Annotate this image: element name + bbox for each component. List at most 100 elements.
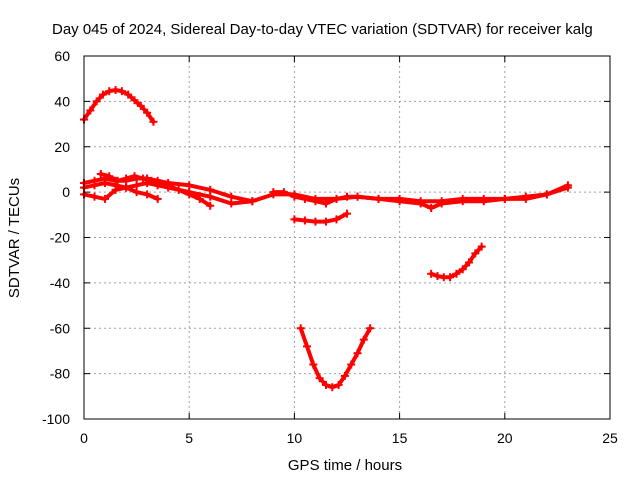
data-point-arc-high — [117, 87, 126, 96]
data-point-arc-high — [124, 90, 133, 99]
data-point-dip-deep — [353, 349, 362, 358]
chart-title: Day 045 of 2024, Sidereal Day-to-day VTE… — [52, 21, 593, 38]
data-point-baseline-a — [206, 185, 215, 194]
data-point-baseline-c — [111, 185, 120, 194]
data-point-baseline-d — [130, 172, 139, 181]
data-series-group — [80, 86, 572, 392]
data-point-baseline-d — [96, 169, 105, 178]
data-point-dip-deep — [334, 380, 343, 389]
x-tick-label: 5 — [185, 430, 193, 446]
data-point-baseline-e — [521, 194, 530, 203]
data-point-arc-high — [111, 86, 120, 95]
data-point-baseline-d — [206, 201, 215, 210]
x-axis-label: GPS time / hours — [288, 457, 402, 474]
data-point-dip-small — [343, 209, 351, 218]
data-point-baseline-e — [458, 197, 467, 206]
data-point-arc-high — [143, 108, 152, 117]
data-point-baseline-d — [185, 190, 194, 199]
data-point-dip-mid — [427, 269, 436, 278]
data-point-dip-mid — [471, 249, 480, 258]
data-point-baseline-c — [143, 190, 152, 199]
data-point-baseline-c — [101, 194, 110, 203]
data-point-baseline-e — [427, 204, 436, 213]
data-point-baseline-e — [300, 194, 309, 203]
series-line-dip-deep — [298, 326, 373, 390]
data-point-baseline-c — [153, 194, 162, 203]
y-tick-label: -100 — [42, 411, 70, 427]
y-axis-ticks: -100 -80 -60 -40 -20 0 20 40 60 — [42, 48, 610, 427]
data-point-baseline-c — [90, 192, 99, 201]
x-tick-label: 10 — [287, 430, 303, 446]
y-tick-label: -20 — [50, 230, 70, 246]
x-axis-ticks: 0 5 10 15 20 25 — [80, 56, 618, 446]
data-point-dip-mid — [465, 258, 474, 267]
y-tick-label: 0 — [62, 184, 70, 200]
y-tick-label: -40 — [50, 275, 70, 291]
data-point-dip-deep — [309, 360, 318, 369]
data-point-arc-high — [92, 97, 101, 106]
y-axis-label: SDTVAR / TECUs — [6, 178, 23, 298]
data-point-dip-mid — [452, 269, 461, 278]
data-point-baseline-e — [395, 197, 404, 206]
data-point-baseline-d — [122, 174, 131, 183]
data-point-dip-mid — [446, 273, 455, 282]
data-point-dip-mid — [433, 272, 442, 281]
data-point-dip-small — [300, 216, 309, 225]
data-point-baseline-e — [374, 194, 383, 203]
data-point-baseline-e — [332, 194, 341, 203]
data-point-baseline-d — [147, 176, 156, 185]
data-point-baseline-d — [164, 181, 173, 190]
y-tick-label: -80 — [50, 366, 70, 382]
data-point-baseline-e — [279, 188, 288, 197]
y-tick-label: 60 — [54, 48, 70, 64]
data-point-baseline-e — [353, 192, 362, 201]
data-point-baseline-d — [113, 176, 122, 185]
data-point-baseline-e — [343, 192, 351, 201]
data-point-baseline-e — [416, 199, 425, 208]
data-point-arc-high — [149, 117, 158, 126]
y-tick-label: 40 — [54, 93, 70, 109]
data-point-dip-deep — [296, 324, 305, 333]
x-tick-label: 15 — [392, 430, 408, 446]
data-point-baseline-c — [122, 183, 131, 192]
x-tick-label: 0 — [80, 430, 88, 446]
grid-lines — [84, 56, 610, 419]
data-point-baseline-e — [321, 199, 330, 208]
data-point-baseline-b — [90, 181, 99, 190]
data-point-dip-deep — [340, 371, 349, 380]
data-point-dip-deep — [303, 342, 312, 351]
data-point-baseline-c — [132, 188, 141, 197]
data-point-dip-small — [290, 215, 299, 224]
plot-frame — [83, 55, 611, 420]
data-point-baseline-b — [227, 199, 236, 208]
data-point-dip-deep — [366, 324, 375, 333]
data-point-dip-deep — [359, 335, 368, 344]
data-point-baseline-e — [542, 190, 551, 199]
data-point-baseline-e — [311, 197, 320, 206]
data-point-baseline-a — [185, 181, 194, 190]
data-point-baseline-b — [132, 181, 141, 190]
data-point-baseline-b — [206, 192, 215, 201]
data-point-baseline-d — [174, 185, 183, 194]
data-point-baseline-b — [248, 197, 257, 206]
data-point-dip-deep — [315, 374, 324, 383]
data-point-baseline-e — [479, 197, 488, 206]
data-point-arc-high — [105, 87, 114, 96]
data-point-baseline-d — [155, 179, 164, 188]
data-point-baseline-a — [227, 192, 236, 201]
data-point-dip-deep — [321, 380, 330, 389]
data-point-dip-mid — [458, 265, 467, 274]
data-point-arc-high — [130, 96, 139, 105]
data-point-baseline-d — [138, 174, 147, 183]
data-point-dip-small — [311, 217, 320, 226]
data-point-arc-high — [86, 106, 95, 115]
data-point-dip-deep — [347, 360, 356, 369]
data-point-dip-small — [332, 215, 341, 224]
data-point-baseline-b — [101, 179, 110, 188]
data-point-arc-high — [136, 101, 145, 110]
y-tick-label: -60 — [50, 320, 70, 336]
data-point-baseline-e — [269, 188, 278, 197]
x-tick-label: 20 — [497, 430, 513, 446]
data-point-baseline-e — [437, 199, 446, 208]
